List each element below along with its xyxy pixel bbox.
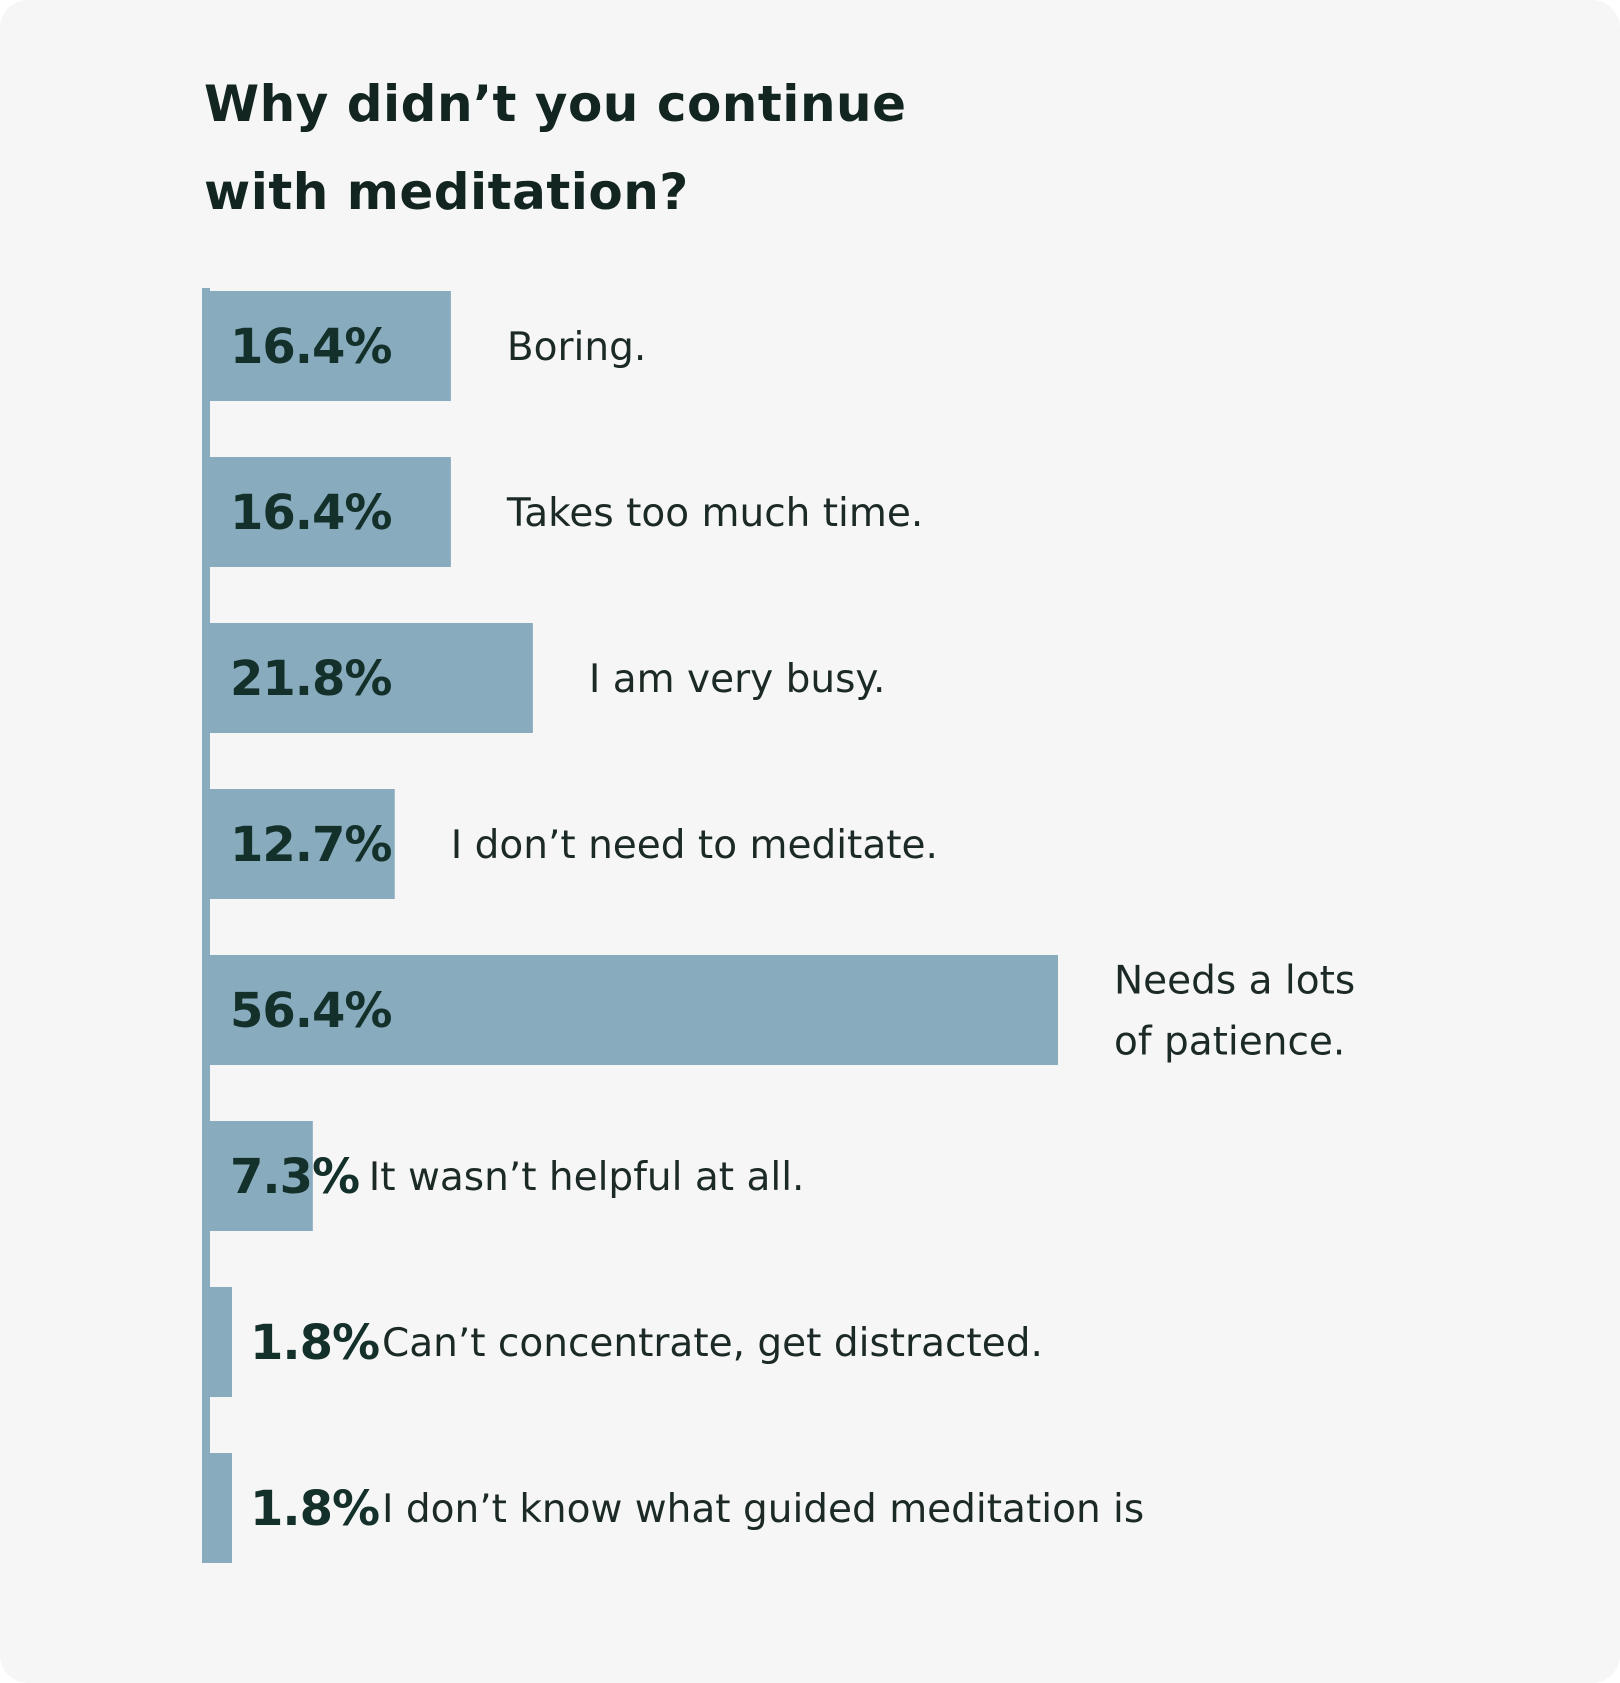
bar [202, 789, 395, 899]
category-label: Can’t concentrate, get distracted. [382, 1321, 1043, 1366]
chart-title: Why didn’t you continue with meditation? [204, 60, 1104, 236]
category-label: of patience. [1114, 1020, 1345, 1065]
data-label: 16.4% [230, 485, 392, 541]
chart-title-line-2: with meditation? [204, 163, 689, 221]
bar [202, 1287, 232, 1397]
category-label: Boring. [507, 325, 646, 370]
bar [202, 457, 451, 567]
bar [202, 623, 533, 733]
data-label: 56.4% [230, 983, 392, 1039]
category-label: I am very busy. [589, 657, 885, 702]
data-label: 1.8% [250, 1481, 379, 1537]
category-label: I don’t need to meditate. [451, 823, 938, 868]
data-label: 21.8% [230, 651, 392, 707]
bar [202, 1453, 232, 1563]
bar [202, 1121, 313, 1231]
data-label: 7.3% [230, 1149, 359, 1205]
data-label: 12.7% [230, 817, 392, 873]
bar [202, 291, 451, 401]
chart-title-line-1: Why didn’t you continue [204, 75, 907, 133]
category-label: I don’t know what guided meditation is [382, 1487, 1144, 1532]
category-label: Needs a lots [1114, 959, 1355, 1004]
y-axis-line [202, 288, 210, 1563]
category-label: Takes too much time. [506, 491, 923, 536]
data-label: 1.8% [250, 1315, 379, 1371]
data-label: 16.4% [230, 319, 392, 375]
bar [202, 955, 1058, 1065]
category-label: It wasn’t helpful at all. [369, 1155, 805, 1200]
